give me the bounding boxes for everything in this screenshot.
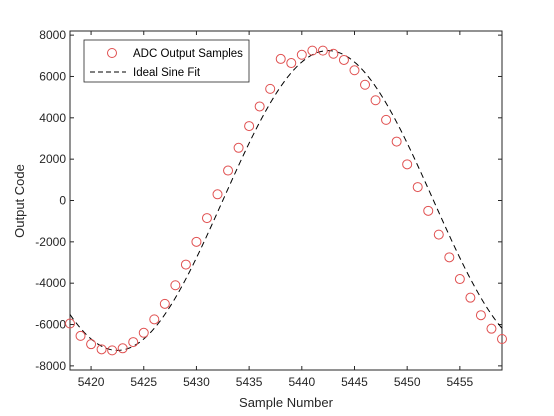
y-tick-label: 0 bbox=[59, 194, 66, 208]
adc-sample-point bbox=[391, 136, 402, 147]
adc-sample-point bbox=[423, 205, 434, 216]
x-tick-label: 5435 bbox=[236, 375, 263, 389]
adc-sample-point bbox=[128, 337, 139, 348]
y-tick-label: -8000 bbox=[35, 359, 66, 373]
x-axis-label: Sample Number bbox=[239, 395, 334, 410]
y-tick-label: -6000 bbox=[35, 318, 66, 332]
y-tick-label: -4000 bbox=[35, 276, 66, 290]
adc-sample-point bbox=[317, 45, 328, 56]
adc-sample-point bbox=[275, 53, 286, 64]
x-tick-label: 5450 bbox=[394, 375, 421, 389]
adc-sample-point bbox=[159, 298, 170, 309]
legend-box bbox=[83, 39, 250, 83]
y-tick-label: -2000 bbox=[35, 235, 66, 249]
y-tick-label: 8000 bbox=[39, 28, 66, 42]
sine-fit-line bbox=[69, 50, 503, 351]
adc-sample-point bbox=[65, 318, 75, 329]
adc-sample-point bbox=[328, 48, 339, 59]
legend-marker-adc-samples bbox=[107, 48, 117, 58]
legend: ADC Output Samples Ideal Sine Fit bbox=[83, 39, 250, 83]
adc-sample-point bbox=[191, 236, 202, 247]
adc-sample-point bbox=[117, 343, 128, 354]
x-tick-label: 5445 bbox=[341, 375, 368, 389]
adc-sample-point bbox=[286, 58, 297, 69]
adc-sample-point bbox=[96, 344, 107, 355]
adc-sample-point bbox=[475, 310, 486, 321]
adc-sample-point bbox=[254, 101, 265, 112]
adc-sample-point bbox=[402, 159, 413, 170]
adc-sample-point bbox=[465, 292, 476, 303]
y-axis-label: Output Code bbox=[12, 164, 27, 238]
adc-sample-point bbox=[360, 79, 371, 90]
adc-sample-point bbox=[338, 54, 349, 65]
y-tick-label: 6000 bbox=[39, 69, 66, 83]
adc-sample-point bbox=[381, 114, 392, 125]
legend-label-sine-fit: Ideal Sine Fit bbox=[133, 67, 201, 79]
adc-sample-point bbox=[201, 213, 212, 224]
adc-sample-point bbox=[75, 330, 86, 341]
adc-sample-point bbox=[370, 95, 381, 106]
y-tick-label: 4000 bbox=[39, 111, 66, 125]
adc-sample-point bbox=[454, 274, 465, 285]
legend-label-adc-samples: ADC Output Samples bbox=[133, 48, 243, 60]
adc-sample-point bbox=[138, 327, 149, 338]
adc-sample-point bbox=[107, 345, 118, 356]
adc-sample-point bbox=[180, 259, 191, 270]
adc-sample-point bbox=[170, 280, 181, 291]
adc-sample-point bbox=[296, 49, 307, 60]
adc-sample-point bbox=[233, 142, 244, 153]
adc-sample-point bbox=[307, 45, 318, 56]
adc-sample-point bbox=[244, 121, 255, 132]
adc-sample-point bbox=[349, 65, 360, 76]
adc-sample-point bbox=[433, 229, 444, 240]
adc-sample-point bbox=[486, 323, 497, 334]
x-tick-label: 5440 bbox=[288, 375, 315, 389]
plot-area bbox=[69, 30, 503, 371]
adc-sample-point bbox=[212, 189, 223, 200]
fit-layer bbox=[69, 50, 503, 351]
adc-sample-point bbox=[497, 333, 507, 344]
x-tick-label: 5455 bbox=[447, 375, 474, 389]
adc-sample-point bbox=[265, 83, 276, 94]
adc-sample-point bbox=[149, 314, 160, 325]
x-axis-ticks: 5420 5425 5430 5435 5440 5445 5450 5455 bbox=[78, 31, 474, 389]
adc-sample-point bbox=[412, 182, 423, 193]
y-axis-ticks: -8000 -6000 -4000 -2000 0 2000 4000 6000 8000 bbox=[35, 28, 502, 373]
y-tick-label: 2000 bbox=[39, 152, 66, 166]
x-tick-label: 5430 bbox=[183, 375, 210, 389]
sample-layer bbox=[65, 45, 507, 356]
adc-sample-point bbox=[86, 339, 97, 350]
x-tick-label: 5420 bbox=[78, 375, 105, 389]
adc-sample-point bbox=[444, 252, 455, 263]
x-tick-label: 5425 bbox=[130, 375, 157, 389]
adc-sample-point bbox=[223, 165, 234, 176]
